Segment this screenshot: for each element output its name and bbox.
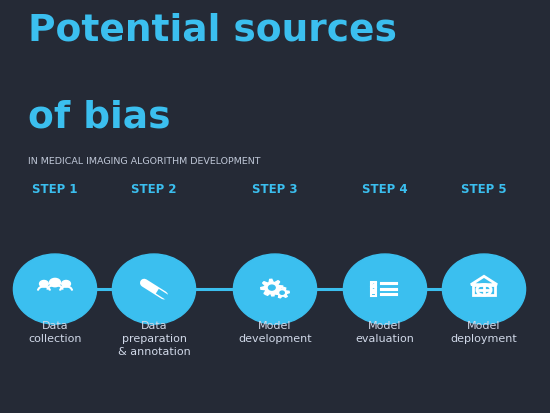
Circle shape [40,280,48,287]
Polygon shape [261,279,283,296]
Text: STEP 3: STEP 3 [252,183,298,196]
Ellipse shape [112,254,196,324]
Ellipse shape [442,254,526,324]
Circle shape [268,285,275,290]
Text: Model
evaluation: Model evaluation [355,321,415,344]
Ellipse shape [343,254,427,324]
Bar [473,285,495,295]
Text: IN MEDICAL IMAGING ALGORITHM DEVELOPMENT: IN MEDICAL IMAGING ALGORITHM DEVELOPMENT [28,157,260,166]
Polygon shape [275,287,289,298]
Text: Model
deployment: Model deployment [450,321,518,344]
Circle shape [280,291,284,294]
Text: Potential sources: Potential sources [28,12,397,48]
Ellipse shape [13,254,97,324]
Text: STEP 5: STEP 5 [461,183,507,196]
Text: STEP 2: STEP 2 [131,183,177,196]
Text: STEP 4: STEP 4 [362,183,408,196]
Text: Data
collection: Data collection [28,321,82,344]
Text: of bias: of bias [28,99,170,135]
Ellipse shape [233,254,317,324]
Circle shape [62,280,70,287]
Text: Model
development: Model development [238,321,312,344]
Text: STEP 1: STEP 1 [32,183,78,196]
Circle shape [50,278,60,287]
Text: Data
preparation
& annotation: Data preparation & annotation [118,321,190,358]
